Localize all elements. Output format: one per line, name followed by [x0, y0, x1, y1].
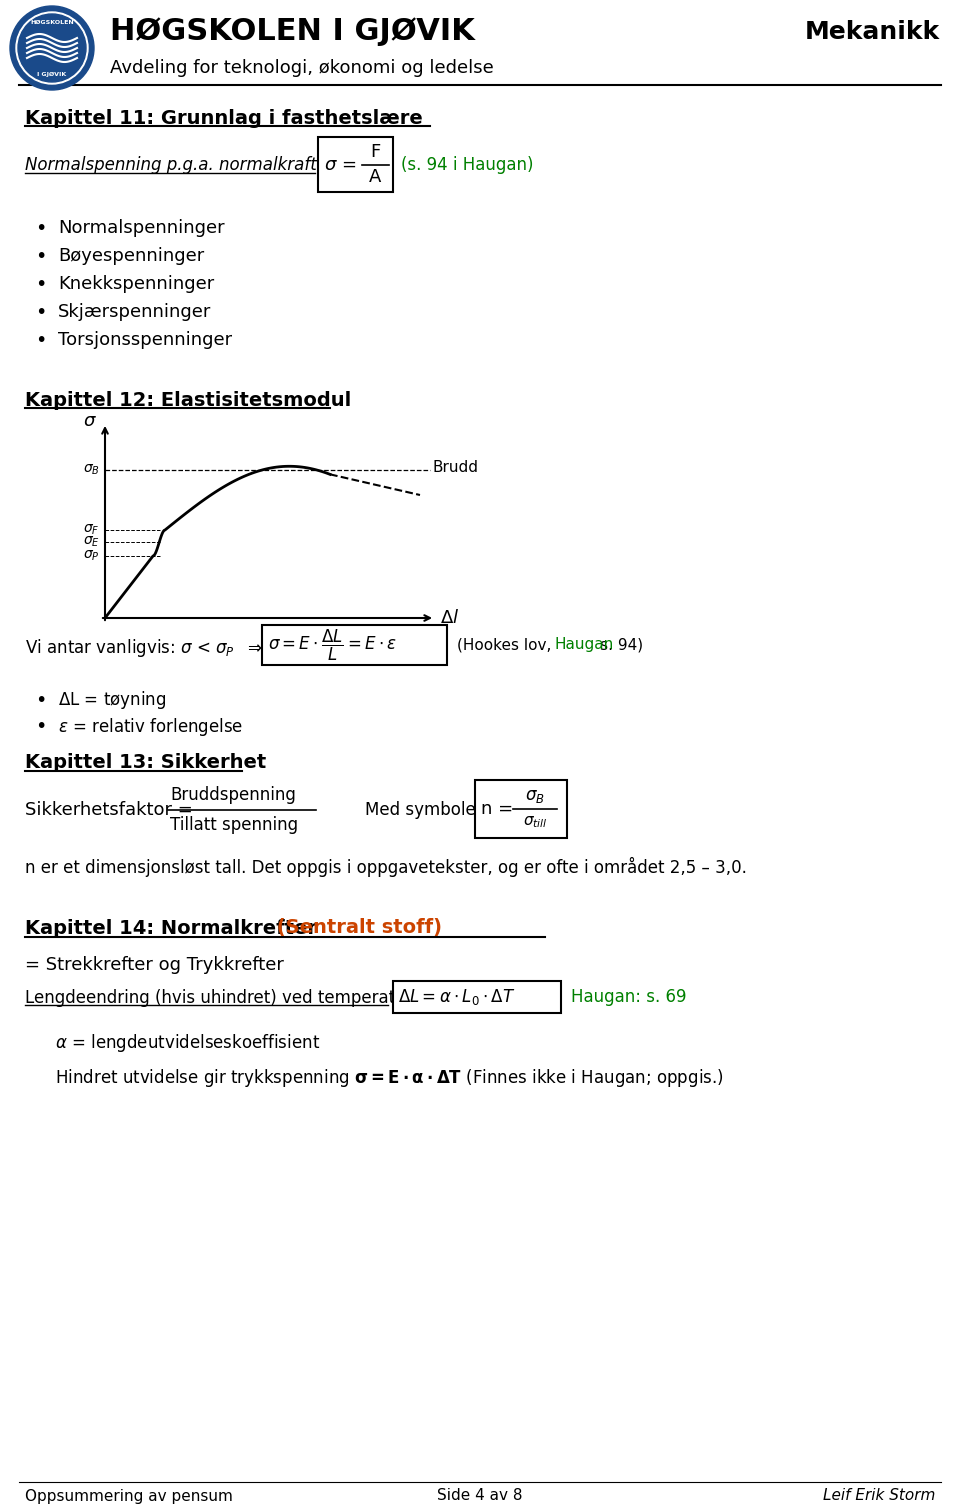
Text: $\alpha$ = lengdeutvidelseskoeffisient: $\alpha$ = lengdeutvidelseskoeffisient	[55, 1031, 321, 1054]
Text: (Hookes lov,          s. 94): (Hookes lov, s. 94)	[457, 638, 643, 653]
Text: $\sigma_B$: $\sigma_B$	[84, 463, 100, 477]
Text: Leif Erik Storm: Leif Erik Storm	[823, 1488, 935, 1503]
Text: •: •	[35, 330, 46, 350]
Text: $\sigma_F$: $\sigma_F$	[84, 523, 100, 537]
Text: HØGSKOLEN I GJØVIK: HØGSKOLEN I GJØVIK	[110, 18, 475, 47]
Text: $\sigma$ =: $\sigma$ =	[324, 155, 356, 173]
Text: (Sentralt stoff): (Sentralt stoff)	[270, 918, 442, 938]
Text: Mekanikk: Mekanikk	[804, 20, 940, 44]
Text: Kapittel 13: Sikkerhet: Kapittel 13: Sikkerhet	[25, 754, 266, 772]
Text: A: A	[369, 167, 381, 185]
Text: $\sigma_E$: $\sigma_E$	[84, 535, 100, 549]
Text: Bøyespenninger: Bøyespenninger	[58, 247, 204, 265]
Text: $\Delta l$: $\Delta l$	[440, 609, 459, 627]
Text: Sikkerhetsfaktor =: Sikkerhetsfaktor =	[25, 801, 193, 819]
Text: Lengdeendring (hvis uhindret) ved temperaturendring:: Lengdeendring (hvis uhindret) ved temper…	[25, 989, 482, 1007]
Text: •: •	[35, 303, 46, 321]
Text: •: •	[35, 274, 46, 294]
Text: Normalspenning p.g.a. normalkraft:: Normalspenning p.g.a. normalkraft:	[25, 155, 323, 173]
Text: Haugan: Haugan	[554, 638, 613, 653]
Text: $\sigma$: $\sigma$	[84, 412, 97, 430]
Circle shape	[16, 12, 88, 84]
Text: = Strekkrefter og Trykkrefter: = Strekkrefter og Trykkrefter	[25, 956, 284, 974]
Circle shape	[10, 6, 94, 90]
Text: •: •	[35, 691, 46, 709]
Bar	[318, 137, 393, 192]
Bar	[475, 780, 567, 838]
Text: Tillatt spenning: Tillatt spenning	[170, 816, 299, 834]
Text: Kapittel 12: Elastisitetsmodul: Kapittel 12: Elastisitetsmodul	[25, 391, 351, 410]
Text: Skjærspenninger: Skjærspenninger	[58, 303, 211, 321]
Text: Kapittel 14: Normalkrefter: Kapittel 14: Normalkrefter	[25, 918, 317, 938]
Text: Avdeling for teknologi, økonomi og ledelse: Avdeling for teknologi, økonomi og ledel…	[110, 59, 493, 77]
Text: Hindret utvidelse gir trykkspenning $\mathbf{\sigma = E \cdot \alpha \cdot \Delt: Hindret utvidelse gir trykkspenning $\ma…	[55, 1068, 724, 1089]
Text: Med symboler:: Med symboler:	[365, 801, 488, 819]
Text: Knekkspenninger: Knekkspenninger	[58, 274, 214, 293]
Text: Kapittel 11: Grunnlag i fasthetslære: Kapittel 11: Grunnlag i fasthetslære	[25, 109, 422, 128]
Text: •: •	[35, 246, 46, 265]
Text: •: •	[35, 219, 46, 237]
Text: $\sigma_B$: $\sigma_B$	[525, 787, 545, 805]
Text: $\Delta L = \alpha \cdot L_0 \cdot \Delta T$: $\Delta L = \alpha \cdot L_0 \cdot \Delt…	[398, 988, 516, 1007]
Text: Side 4 av 8: Side 4 av 8	[437, 1488, 523, 1503]
Text: Normalspenninger: Normalspenninger	[58, 219, 225, 237]
Text: $\Delta$L = tøyning: $\Delta$L = tøyning	[58, 689, 166, 710]
Text: Torsjonsspenninger: Torsjonsspenninger	[58, 330, 232, 348]
Text: Oppsummering av pensum: Oppsummering av pensum	[25, 1488, 233, 1503]
Text: I GJØVIK: I GJØVIK	[37, 71, 66, 77]
Bar	[393, 982, 561, 1013]
Text: Vi antar vanligvis: $\sigma$ < $\sigma_P$  $\Rightarrow$: Vi antar vanligvis: $\sigma$ < $\sigma_P…	[25, 636, 262, 659]
Text: n =: n =	[481, 801, 514, 817]
Circle shape	[18, 14, 86, 81]
Text: $\sigma_P$: $\sigma_P$	[84, 549, 100, 562]
Text: n er et dimensjonsløst tall. Det oppgis i oppgavetekster, og er ofte i området 2: n er et dimensjonsløst tall. Det oppgis …	[25, 857, 747, 878]
Text: F: F	[370, 143, 380, 161]
Text: Brudd: Brudd	[433, 460, 479, 475]
Text: HØGSKOLEN: HØGSKOLEN	[30, 20, 74, 24]
Text: Bruddspenning: Bruddspenning	[170, 786, 296, 804]
Text: Haugan: s. 69: Haugan: s. 69	[571, 988, 686, 1006]
Text: $\sigma = E \cdot \dfrac{\Delta L}{L} = E \cdot \varepsilon$: $\sigma = E \cdot \dfrac{\Delta L}{L} = …	[268, 627, 397, 662]
Text: •: •	[35, 718, 46, 736]
Text: $\sigma_{till}$: $\sigma_{till}$	[522, 814, 547, 831]
Text: (s. 94 i Haugan): (s. 94 i Haugan)	[401, 155, 534, 173]
Text: $\varepsilon$ = relativ forlengelse: $\varepsilon$ = relativ forlengelse	[58, 716, 243, 737]
Bar	[262, 624, 447, 665]
